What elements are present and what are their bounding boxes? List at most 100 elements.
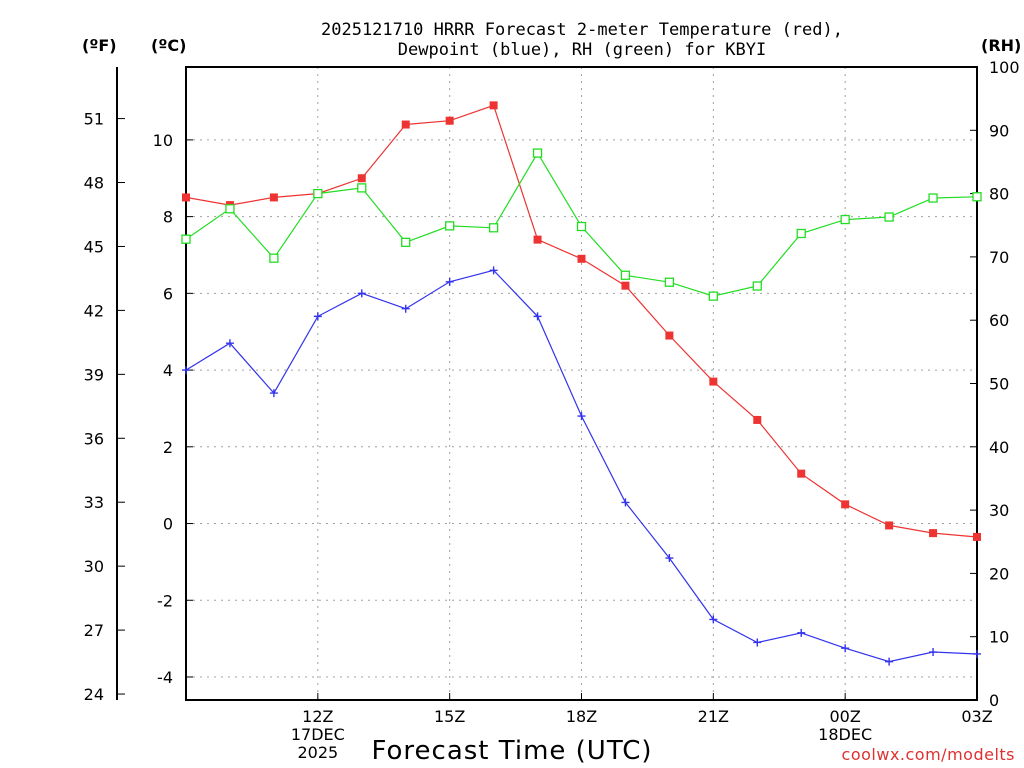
time-tick-label: 03Z [961, 707, 992, 726]
rh-tick-label: 30 [989, 501, 1009, 520]
fahrenheit-tick-label: 27 [84, 621, 104, 640]
time-tick-label: 18DEC [818, 725, 872, 744]
dewpoint-point [709, 615, 718, 624]
gridlines [186, 67, 978, 700]
2-meter-temperature-line [185, 104, 978, 538]
dewpoint-point [445, 277, 454, 286]
dewpoint-point [182, 366, 190, 375]
rh-point [840, 214, 850, 225]
rh-point [225, 204, 235, 214]
celsius-unit-label: (ºC) [151, 36, 186, 55]
fahrenheit-tick-label: 36 [84, 429, 104, 448]
dewpoint-point [621, 498, 630, 507]
2-meter-temperature-point [621, 281, 630, 290]
2-meter-temperature-point [533, 235, 542, 244]
dewpoint-point [885, 657, 894, 666]
time-tick-label: 18Z [566, 707, 597, 726]
time-tick-label: 17DEC [291, 725, 345, 744]
rh-tick-label: 50 [989, 375, 1009, 394]
time-tick-label: 21Z [698, 707, 729, 726]
2-meter-temperature-point [841, 500, 850, 509]
dewpoint-point [577, 412, 586, 421]
rh-point [884, 212, 894, 222]
celsius-tick-label: 4 [163, 361, 173, 380]
rh-point [576, 221, 587, 232]
celsius-tick-label: -2 [157, 591, 173, 610]
rh-point [313, 188, 323, 199]
fahrenheit-tick-label: 48 [84, 174, 104, 193]
2-meter-temperature-point [929, 529, 938, 538]
2-meter-temperature-point [753, 415, 762, 424]
rh-tick-label: 40 [989, 438, 1009, 457]
time-tick-label: 15Z [434, 707, 465, 726]
dewpoint-point [313, 312, 322, 321]
rh-tick-label: 70 [989, 248, 1009, 267]
chart-title-line1: 2025121710 HRRR Forecast 2-meter Tempera… [321, 20, 843, 40]
rh-point [181, 234, 191, 244]
celsius-tick-label: 0 [163, 515, 173, 534]
dewpoint-point [797, 628, 806, 637]
2-meter-temperature-point [973, 532, 981, 541]
rh-point [664, 277, 675, 287]
2-meter-temperature-point [445, 116, 454, 125]
rh-unit-label: (RH) [981, 36, 1021, 55]
fahrenheit-tick-label: 24 [84, 685, 104, 704]
fahrenheit-tick-label: 39 [84, 365, 104, 384]
axes [116, 66, 978, 701]
rh-point [796, 228, 806, 239]
rh-tick-label: 80 [989, 185, 1009, 204]
rh-point [708, 291, 718, 301]
dewpoint-point [929, 648, 938, 657]
rh-point [357, 183, 367, 193]
rh-point [488, 223, 499, 233]
rh-point [445, 221, 455, 231]
dewpoint-point [841, 644, 850, 653]
rh-tick-label: 60 [989, 311, 1009, 330]
2-meter-temperature-point [357, 174, 366, 183]
rh-point [401, 237, 411, 247]
site-credit: coolwx.com/modelts [842, 745, 1015, 764]
2-meter-temperature-point [401, 120, 410, 129]
dewpoint-point [269, 389, 278, 398]
rh-point [620, 270, 631, 280]
dewpoint-point [489, 266, 498, 275]
celsius-tick-label: 8 [163, 208, 173, 227]
time-tick-label: 00Z [830, 707, 861, 726]
fahrenheit-tick-label: 45 [84, 237, 104, 256]
rh-tick-label: 20 [989, 564, 1009, 583]
data-series [181, 101, 982, 666]
dewpoint-point [225, 339, 234, 348]
dewpoint-point [401, 304, 410, 313]
celsius-tick-label: 2 [163, 438, 173, 457]
dewpoint-point [973, 649, 981, 658]
fahrenheit-tick-label: 42 [84, 301, 104, 320]
rh-tick-label: 10 [989, 628, 1009, 647]
dewpoint-point [533, 312, 542, 321]
dewpoint-point [753, 638, 762, 647]
time-tick-label: 12Z [302, 707, 333, 726]
rh-tick-label: 90 [989, 121, 1009, 140]
fahrenheit-unit-label: (ºF) [82, 36, 117, 55]
2-meter-temperature-point [797, 469, 806, 478]
2-meter-temperature-point [489, 101, 498, 110]
celsius-tick-label: 6 [163, 284, 173, 303]
rh-point [928, 193, 938, 203]
axis-ticks: -4-2024681024273033363942454851010203040… [84, 58, 1020, 762]
celsius-tick-label: 10 [153, 131, 173, 150]
dewpoint-point [665, 554, 674, 563]
2-meter-temperature-point [709, 377, 718, 386]
x-axis-title: Forecast Time (UTC) [371, 736, 652, 766]
rh-tick-label: 0 [989, 691, 999, 710]
2-meter-temperature-point [577, 254, 586, 263]
rh-point [972, 192, 982, 202]
rh-point [752, 281, 762, 291]
chart-title-line2: Dewpoint (blue), RH (green) for KBYI [398, 40, 766, 60]
fahrenheit-tick-label: 30 [84, 557, 104, 576]
rh-tick-label: 100 [989, 58, 1020, 77]
celsius-tick-label: -4 [157, 668, 173, 687]
dewpoint-point [357, 289, 366, 298]
2-meter-temperature-point [885, 521, 894, 530]
rh-point [269, 253, 279, 263]
2-meter-temperature-point [665, 331, 674, 340]
